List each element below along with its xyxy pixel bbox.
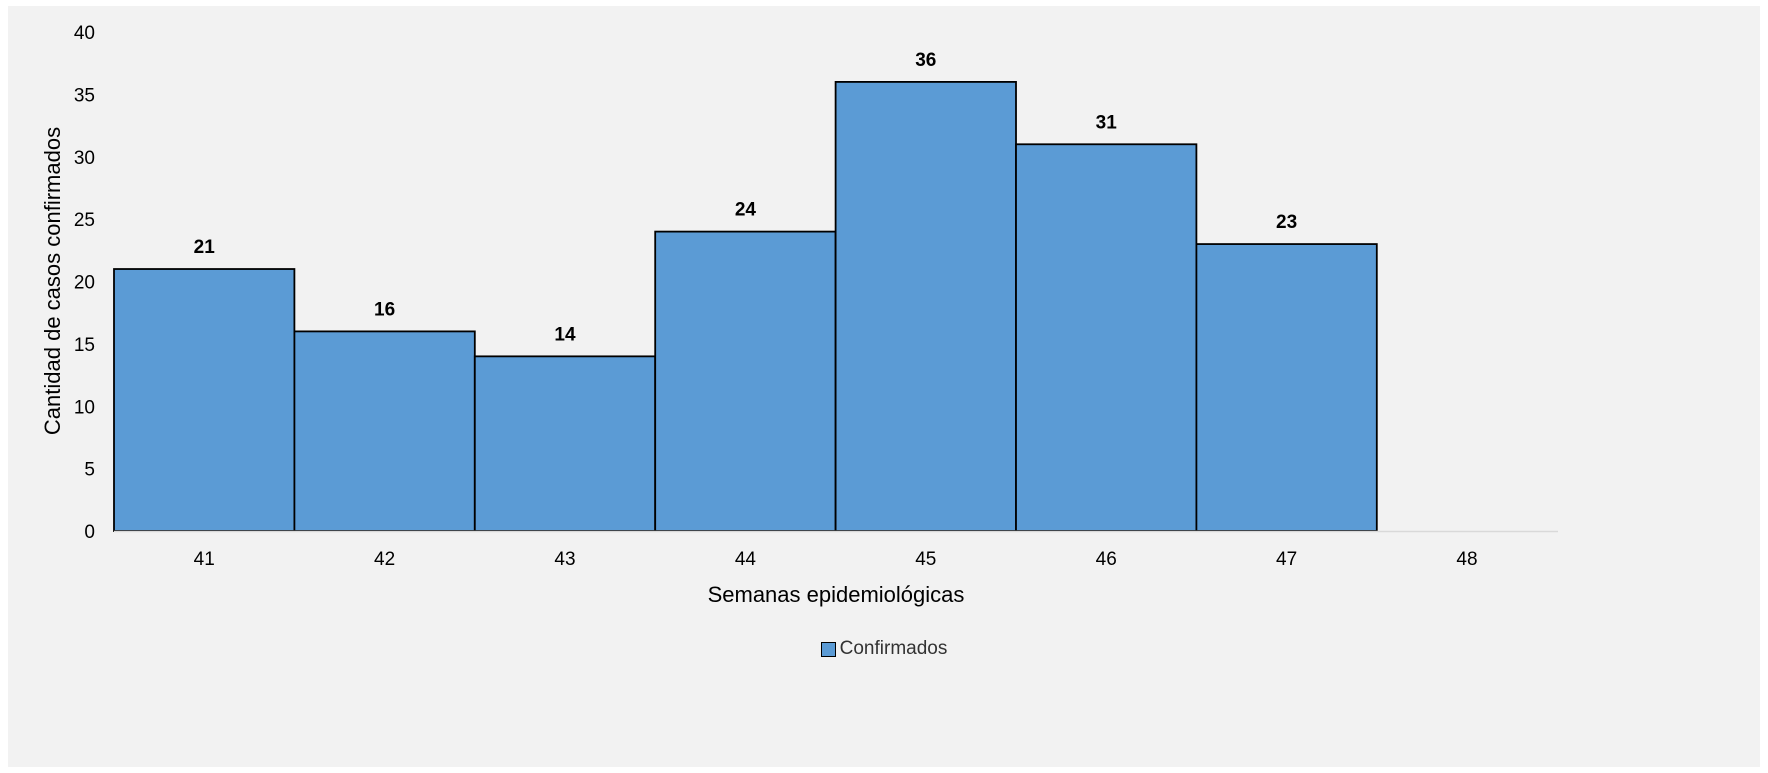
y-tick-label: 20 [74, 273, 95, 294]
x-tick-label: 44 [735, 549, 757, 570]
x-tick-label: 48 [1456, 549, 1477, 570]
bar [473, 355, 657, 532]
y-tick-label: 10 [74, 397, 95, 418]
bar [293, 330, 476, 532]
y-tick-label: 5 [84, 460, 95, 481]
x-axis-ticks: 41 42 43 44 45 46 47 48 [194, 549, 1478, 570]
y-tick-label: 30 [74, 148, 95, 169]
y-tick-label: 25 [74, 210, 95, 231]
y-tick-label: 35 [74, 85, 95, 106]
y-axis-title: Cantidad de casos confirmados [40, 127, 65, 435]
data-labels: 21 16 14 24 36 31 23 [194, 50, 1298, 345]
y-axis-ticks: 0 5 10 15 20 25 30 35 40 [74, 23, 95, 543]
data-label: 31 [1096, 112, 1118, 133]
x-tick-label: 45 [915, 549, 936, 570]
x-tick-label: 47 [1276, 549, 1297, 570]
data-label: 14 [554, 324, 576, 345]
bars [113, 81, 1378, 532]
bar [1195, 243, 1378, 532]
legend: Confirmados [0, 638, 1768, 660]
y-tick-label: 15 [74, 335, 95, 356]
data-label: 24 [735, 200, 757, 221]
y-tick-label: 0 [84, 522, 95, 543]
data-label: 21 [194, 237, 216, 258]
bar [113, 268, 296, 532]
bar [834, 81, 1017, 532]
legend-label: Confirmados [839, 638, 948, 659]
x-axis-title: Semanas epidemiológicas [708, 582, 965, 607]
data-label: 16 [374, 299, 395, 320]
bar [654, 230, 837, 532]
data-label: 36 [915, 50, 936, 71]
x-tick-label: 43 [554, 549, 575, 570]
legend-swatch [820, 641, 836, 657]
y-tick-label: 40 [74, 23, 95, 44]
x-tick-label: 41 [194, 549, 215, 570]
x-tick-label: 46 [1096, 549, 1117, 570]
bar [1015, 143, 1198, 532]
x-tick-label: 42 [374, 549, 395, 570]
data-label: 23 [1276, 212, 1297, 233]
